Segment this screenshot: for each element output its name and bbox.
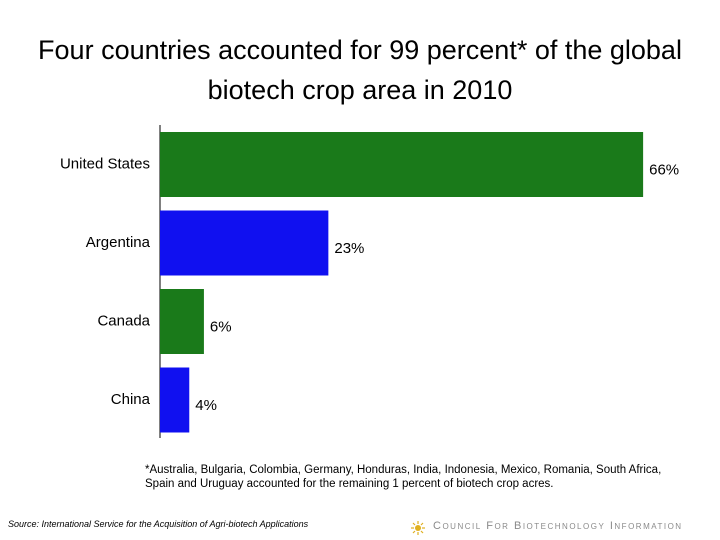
bar <box>160 132 644 197</box>
source: Source: International Service for the Ac… <box>8 519 309 529</box>
category-label: Canada <box>97 312 150 329</box>
value-label: 23% <box>334 240 364 257</box>
logo-icon <box>411 521 425 535</box>
bar <box>160 289 204 354</box>
value-label: 66% <box>649 161 679 178</box>
value-label: 4% <box>195 397 217 414</box>
footnote: *Australia, Bulgaria, Colombia, Germany,… <box>145 464 662 490</box>
category-label: Argentina <box>86 234 151 251</box>
bar <box>160 367 190 433</box>
category-label: China <box>111 391 151 408</box>
chart-title: Four countries accounted for 99 percent*… <box>38 35 682 105</box>
logo-text: Council For Biotechnology Information <box>433 520 683 532</box>
category-label: United States <box>60 155 150 172</box>
bar <box>160 210 329 276</box>
value-label: 6% <box>210 318 232 335</box>
